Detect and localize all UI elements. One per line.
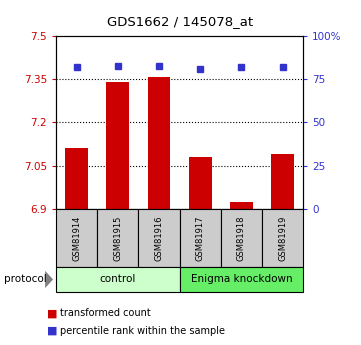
Polygon shape [45, 271, 53, 288]
Text: ■: ■ [47, 308, 57, 318]
Bar [106, 82, 129, 209]
Bar [148, 77, 170, 209]
Bar [230, 201, 253, 209]
Text: GDS1662 / 145078_at: GDS1662 / 145078_at [108, 16, 253, 29]
Text: transformed count: transformed count [60, 308, 150, 318]
Text: GSM81917: GSM81917 [196, 215, 205, 261]
Bar [65, 148, 88, 209]
Text: Enigma knockdown: Enigma knockdown [191, 275, 292, 284]
Text: GSM81919: GSM81919 [278, 215, 287, 261]
Bar [189, 157, 212, 209]
Text: GSM81918: GSM81918 [237, 215, 246, 261]
Bar [221, 209, 262, 267]
Bar [97, 209, 138, 267]
Bar [56, 209, 97, 267]
Text: control: control [100, 275, 136, 284]
Bar [138, 209, 180, 267]
Bar [262, 209, 303, 267]
Bar [271, 154, 294, 209]
Bar [180, 209, 221, 267]
Text: protocol: protocol [4, 275, 46, 284]
Text: percentile rank within the sample: percentile rank within the sample [60, 326, 225, 335]
Text: ■: ■ [47, 326, 57, 335]
Text: GSM81914: GSM81914 [72, 215, 81, 261]
Text: GSM81915: GSM81915 [113, 215, 122, 261]
Bar [180, 267, 303, 292]
Text: GSM81916: GSM81916 [155, 215, 164, 261]
Bar [56, 267, 180, 292]
